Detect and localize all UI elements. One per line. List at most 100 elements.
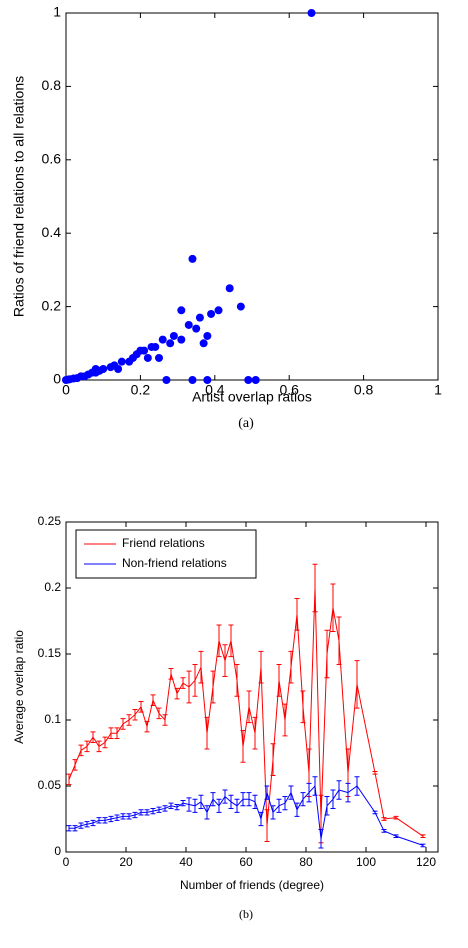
error-bar xyxy=(288,785,294,800)
error-bar xyxy=(108,727,114,739)
legend-label: Friend relations xyxy=(122,536,205,550)
error-bar xyxy=(132,708,138,721)
error-bar xyxy=(180,800,186,807)
error-bar xyxy=(294,598,300,631)
error-bar xyxy=(216,798,222,813)
x-tick-label: 60 xyxy=(239,855,253,869)
error-bar xyxy=(192,664,198,697)
error-bar xyxy=(345,782,351,803)
x-tick-label: 80 xyxy=(299,855,313,869)
error-bar xyxy=(84,740,90,753)
error-bar xyxy=(234,664,240,697)
point xyxy=(147,342,156,351)
series-line xyxy=(68,587,424,837)
error-bar xyxy=(372,770,378,775)
error-bar xyxy=(198,794,204,809)
y-tick-label: 1 xyxy=(53,4,61,20)
y-axis-label: Average overlap ratio xyxy=(12,630,26,744)
error-bar xyxy=(186,670,192,704)
error-bar xyxy=(210,792,216,807)
error-bar xyxy=(234,798,240,813)
error-bar xyxy=(204,805,210,820)
error-bar xyxy=(66,773,72,786)
error-bar xyxy=(318,829,324,849)
point xyxy=(307,9,316,17)
error-bar xyxy=(336,616,342,666)
error-bar xyxy=(354,776,360,796)
series-line xyxy=(69,784,424,846)
error-bar xyxy=(162,714,168,726)
error-bar xyxy=(96,817,102,824)
error-bar xyxy=(144,809,150,816)
error-bar xyxy=(90,731,96,743)
error-bar xyxy=(300,690,306,724)
error-bar xyxy=(393,834,399,838)
error-bar xyxy=(306,782,312,803)
point xyxy=(162,376,171,384)
legend-label: Non-friend relations xyxy=(122,556,227,570)
error-bar xyxy=(300,792,306,807)
point xyxy=(106,363,115,372)
error-bar xyxy=(72,825,78,832)
error-bar xyxy=(381,817,387,821)
error-bar xyxy=(252,794,258,809)
error-bar xyxy=(258,650,264,684)
error-bar xyxy=(222,644,228,677)
error-bar xyxy=(393,815,399,820)
error-bar xyxy=(72,759,78,771)
point xyxy=(192,324,201,333)
legend-box xyxy=(75,529,257,579)
error-bar xyxy=(126,714,132,726)
y-tick-label: 0.2 xyxy=(44,580,61,594)
point xyxy=(184,320,193,329)
error-bar xyxy=(150,694,156,706)
x-tick-label: 0.6 xyxy=(279,382,299,398)
chart: 0 20 40 60 80 100 120 0 0.05 0.1 0.15 0.2 0.25 Number… xyxy=(12,514,439,921)
point xyxy=(166,339,175,348)
point xyxy=(125,357,134,366)
point xyxy=(199,339,208,348)
error-bar xyxy=(90,819,96,827)
error-bar xyxy=(270,805,276,820)
x-tick-label: 0.4 xyxy=(205,382,225,398)
error-bar xyxy=(282,703,288,737)
y-axis-label: Ratios of friend relations to all relati… xyxy=(11,76,27,317)
error-bar xyxy=(96,740,102,753)
error-bar xyxy=(156,806,162,813)
error-bar xyxy=(354,660,360,709)
error-bar xyxy=(108,815,114,823)
error-bar xyxy=(240,730,246,763)
chart: 0 0.2 0.4 0.6 0.8 1 0 0.2 0.4 0.6 0.8 1 Artist overl… xyxy=(11,4,442,432)
error-bar xyxy=(324,629,330,679)
error-bar xyxy=(114,814,120,821)
error-bar xyxy=(276,664,282,697)
error-bar xyxy=(168,802,174,809)
error-bar xyxy=(144,720,150,733)
y-tick-label: 0.4 xyxy=(42,224,62,240)
error-bar xyxy=(264,785,270,800)
error-bar xyxy=(174,803,180,811)
x-tick-label: 1 xyxy=(434,382,442,398)
error-bar xyxy=(216,624,222,658)
error-bar xyxy=(168,668,174,680)
point xyxy=(158,335,167,344)
error-bar xyxy=(156,707,162,720)
x-tick-label: 20 xyxy=(119,855,133,869)
error-bar xyxy=(258,811,264,827)
error-bar xyxy=(78,822,84,829)
legend: Friend relations Non-friend relations xyxy=(75,529,257,579)
y-tick-label: 0.25 xyxy=(38,514,62,528)
error-bar xyxy=(270,743,276,776)
point xyxy=(236,302,245,311)
error-bar xyxy=(336,780,342,800)
error-bar xyxy=(198,650,204,684)
point xyxy=(188,376,197,384)
error-bar xyxy=(330,789,336,809)
point xyxy=(177,335,186,344)
point xyxy=(155,353,163,362)
error-bar xyxy=(276,798,282,813)
y-tick-label: 0.6 xyxy=(42,151,62,167)
error-bar xyxy=(264,809,270,842)
point xyxy=(177,306,186,315)
error-bar xyxy=(420,834,426,838)
